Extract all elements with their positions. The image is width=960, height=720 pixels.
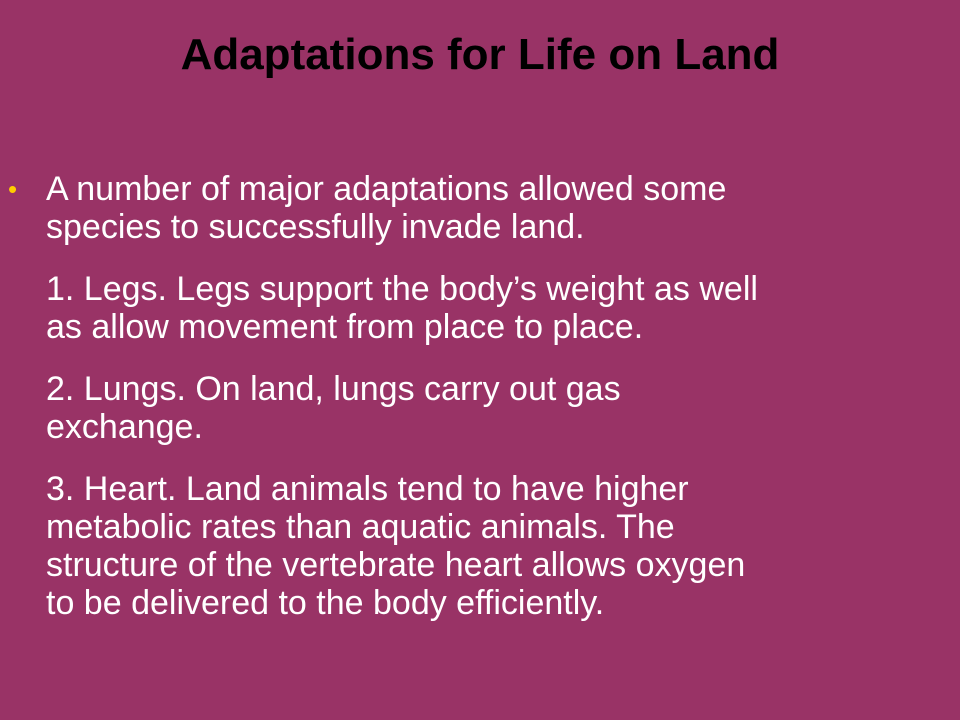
heart-paragraph: 3. Heart. Land animals tend to have high… [46,470,946,622]
slide-body: • A number of major adaptations allowed … [8,170,946,646]
text-line: A number of major adaptations allowed so… [46,170,727,208]
text-line: 1. Legs. Legs support the body’s weight … [46,270,758,308]
intro-bullet: • A number of major adaptations allowed … [8,170,946,246]
text-line: metabolic rates than aquatic animals. Th… [46,508,675,546]
text-line: structure of the vertebrate heart allows… [46,546,746,584]
bullet-icon: • [8,174,18,204]
text-line: exchange. [46,408,203,446]
text-line: as allow movement from place to place. [46,308,644,346]
text-line: 3. Heart. Land animals tend to have high… [46,470,689,508]
slide-title: Adaptations for Life on Land [180,30,780,79]
text-line: to be delivered to the body efficiently. [46,584,605,622]
legs-paragraph: 1. Legs. Legs support the body’s weight … [46,270,946,346]
lungs-paragraph: 2. Lungs. On land, lungs carry out gas e… [46,370,946,446]
text-line: 2. Lungs. On land, lungs carry out gas [46,370,621,408]
text-line: species to successfully invade land. [46,208,585,246]
